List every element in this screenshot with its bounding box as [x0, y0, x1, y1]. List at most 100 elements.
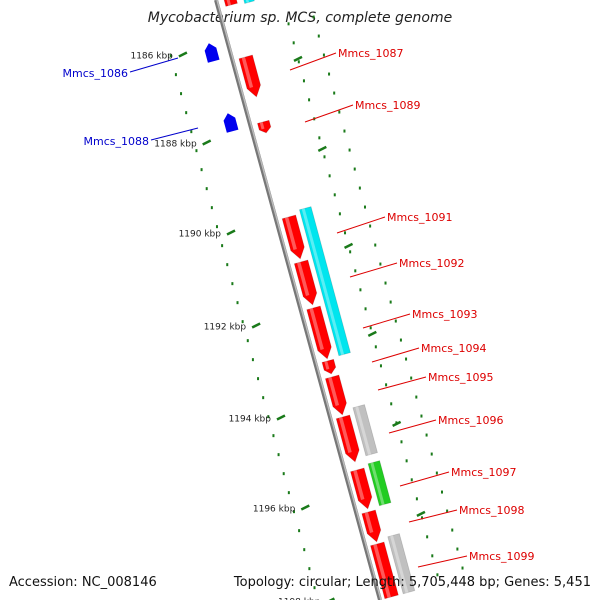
cyan-feature-top-shade	[245, 0, 250, 3]
gene-label-mmcs-1094: Mmcs_1094	[421, 342, 486, 355]
inner-dotted-guide-2	[410, 376, 413, 380]
gene-label-mmcs-1096-leader	[388, 419, 437, 434]
gene-arrow-mmcs-1093	[306, 305, 332, 360]
gene-arrow-mmcs-1086	[204, 43, 220, 63]
inner-dotted-guide-2	[420, 414, 423, 418]
minor-tick	[317, 145, 327, 152]
outer-dotted-guide	[185, 111, 188, 115]
inner-dotted-guide-2	[369, 224, 372, 228]
grey-feature	[352, 404, 378, 457]
outer-dotted-guide	[205, 187, 208, 191]
kbp-tick-label: 1188 kbp	[154, 140, 197, 150]
kbp-tick	[300, 504, 310, 511]
minor-tick	[416, 510, 426, 517]
genome-backbone-highlight	[216, 0, 382, 600]
gene-arrow-top-shade	[226, 0, 232, 6]
gene-label-mmcs-1088: Mmcs_1088	[84, 135, 149, 148]
inner-dotted-guide-2	[384, 281, 387, 285]
green-feature-shade	[370, 462, 385, 506]
gene-label-mmcs-1097-leader	[399, 471, 450, 487]
gene-arrow-mmcs-1089-shade	[259, 122, 265, 130]
inner-dotted-guide	[323, 155, 326, 159]
outer-dotted-guide	[272, 434, 275, 438]
kbp-tick	[178, 51, 188, 58]
kbp-tick	[276, 414, 286, 421]
outer-dotted-guide	[236, 301, 239, 305]
inner-dotted-guide-2	[415, 395, 418, 399]
gene-arrow-mmcs-1089	[256, 119, 272, 134]
inner-dotted-guide-2	[353, 167, 356, 171]
inner-dotted-guide-2	[394, 319, 397, 323]
inner-dotted-guide-2	[363, 205, 366, 209]
gene-arrow-mmcs-1097-shade	[353, 470, 365, 500]
gene-arrow-mmcs-1092	[293, 259, 318, 306]
inner-dotted-guide-2	[333, 91, 336, 95]
inner-dotted-guide	[436, 573, 439, 577]
outer-dotted-guide	[257, 377, 260, 381]
gene-arrow-mmcs-1095-shade	[328, 377, 340, 406]
kbp-tick	[202, 139, 212, 146]
gene-label-mmcs-1099: Mmcs_1099	[469, 550, 534, 563]
outer-dotted-guide	[298, 529, 301, 533]
outer-dotted-guide	[241, 320, 244, 324]
inner-dotted-guide-2	[440, 490, 443, 494]
gene-label-mmcs-1095: Mmcs_1095	[428, 371, 493, 384]
grey-feature-bottom	[387, 533, 416, 595]
inner-dotted-guide-2	[389, 300, 392, 304]
outer-dotted-guide	[308, 567, 311, 571]
gene-label-mmcs-1096: Mmcs_1096	[438, 414, 503, 427]
inner-dotted-guide-2	[328, 72, 331, 76]
inner-dotted-guide	[302, 79, 305, 83]
gene-label-mmcs-1091-leader	[336, 216, 386, 234]
gene-label-mmcs-1088-leader	[150, 127, 199, 141]
kbp-tick-label: 1190 kbp	[179, 230, 222, 240]
outer-dotted-guide	[195, 149, 198, 153]
inner-dotted-guide	[390, 402, 393, 406]
inner-dotted-guide-2	[425, 433, 428, 437]
gene-arrow-mmcs-1095	[324, 374, 347, 416]
inner-dotted-guide	[359, 288, 362, 292]
outer-dotted-guide	[282, 472, 285, 476]
inner-dotted-guide	[431, 554, 434, 558]
outer-dotted-guide	[251, 358, 254, 362]
inner-dotted-guide	[426, 535, 429, 539]
genome-summary: Topology: circular; Length: 5,705,448 bp…	[233, 575, 591, 590]
outer-dotted-guide	[215, 225, 218, 229]
inner-dotted-guide	[415, 497, 418, 501]
kbp-tick-label: 1194 kbp	[229, 415, 272, 425]
grey-feature-bottom-shade	[390, 535, 409, 594]
inner-dotted-guide-2	[430, 452, 433, 456]
inner-dotted-guide	[318, 136, 321, 140]
gene-arrow-mmcs-1092-shade	[297, 262, 310, 296]
inner-dotted-guide	[344, 231, 347, 235]
gene-label-mmcs-1098-leader	[408, 509, 458, 523]
kbp-tick	[251, 322, 261, 329]
gene-label-mmcs-1089: Mmcs_1089	[355, 99, 420, 112]
gene-label-mmcs-1087: Mmcs_1087	[338, 47, 403, 60]
outer-dotted-guide	[262, 396, 265, 400]
inner-dotted-guide	[369, 326, 372, 330]
inner-dotted-guide	[421, 516, 424, 520]
minor-tick	[367, 330, 377, 337]
inner-dotted-guide	[400, 440, 403, 444]
inner-dotted-guide-2	[399, 338, 402, 342]
inner-dotted-guide-2	[312, 15, 315, 19]
outer-dotted-guide	[210, 206, 213, 210]
inner-dotted-guide-2	[374, 243, 377, 247]
gene-arrow-mmcs-1091	[281, 214, 305, 260]
accession-text: Accession: NC_008146	[9, 575, 157, 590]
inner-dotted-guide-2	[446, 509, 449, 513]
gene-label-mmcs-1086: Mmcs_1086	[63, 67, 128, 80]
outer-dotted-guide	[303, 548, 306, 552]
minor-tick	[343, 242, 354, 249]
minor-tick	[392, 420, 402, 427]
gene-arrow-mmcs-1094-shade	[324, 361, 330, 370]
outer-dotted-guide	[231, 282, 234, 286]
gene-label-mmcs-1086-leader	[129, 57, 179, 73]
gene-label-mmcs-1095-leader	[377, 376, 427, 391]
grey-feature-shade	[355, 406, 372, 456]
inner-dotted-guide	[333, 193, 336, 197]
inner-dotted-guide	[379, 364, 382, 368]
green-feature	[367, 460, 392, 507]
cyan-feature-shade	[301, 208, 345, 356]
